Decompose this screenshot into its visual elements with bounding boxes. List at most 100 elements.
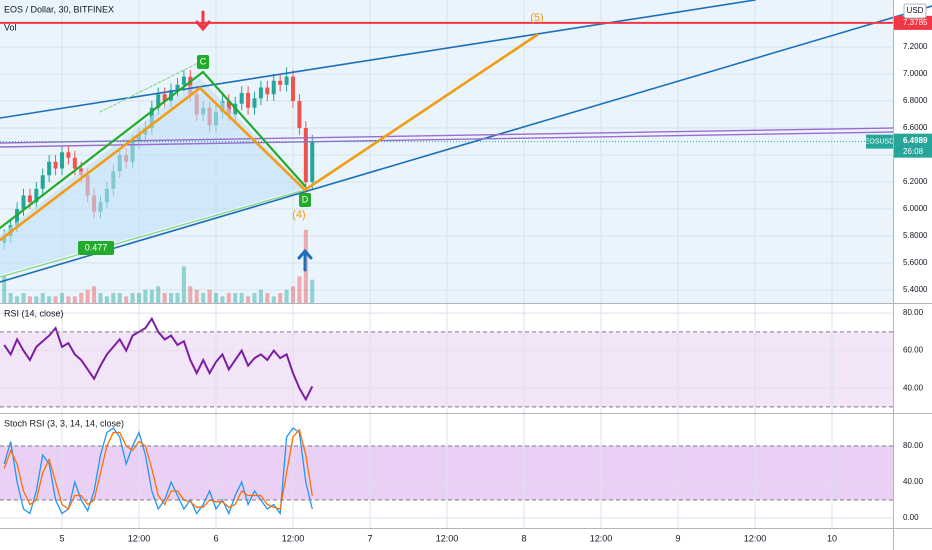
volume-bar xyxy=(188,286,193,303)
pattern-guide xyxy=(99,61,201,113)
y-tick-label: 6.8000 xyxy=(903,96,928,105)
volume-bar xyxy=(104,296,109,303)
y-tick-label: 0.00 xyxy=(903,513,919,522)
volume-bar xyxy=(130,293,135,303)
up-arrow xyxy=(297,248,313,272)
candle-body xyxy=(59,152,64,169)
harmonic-pattern xyxy=(0,70,307,230)
volume-bar xyxy=(201,293,206,303)
volume-bar xyxy=(233,293,238,303)
volume-bar xyxy=(156,286,161,303)
volume-bar xyxy=(72,296,77,303)
candle-body xyxy=(291,76,296,101)
y-tick-label: 6.6000 xyxy=(903,123,928,132)
volume-bar xyxy=(124,296,129,303)
elliott-wave xyxy=(0,33,539,242)
pattern-label-box xyxy=(197,55,209,69)
y-tick-label: 5.8000 xyxy=(903,231,928,240)
pattern-label-box xyxy=(78,241,114,255)
volume-bar xyxy=(226,293,231,303)
candle-body xyxy=(47,161,52,176)
volume-bar xyxy=(278,293,283,303)
volume-bar xyxy=(92,286,97,303)
volume-bar xyxy=(53,296,58,303)
candle-body xyxy=(175,84,180,91)
volume-bar xyxy=(194,289,199,303)
volume-bar xyxy=(85,289,90,303)
candle-body xyxy=(265,87,270,95)
candle-body xyxy=(21,195,26,210)
volume-bar xyxy=(175,293,180,303)
x-tick-label: 12:00 xyxy=(590,533,613,543)
x-tick-label: 5 xyxy=(59,533,64,543)
y-tick-label: 40.00 xyxy=(903,383,924,392)
volume-bar xyxy=(79,293,84,303)
volume-bar xyxy=(15,296,20,303)
currency-box[interactable] xyxy=(903,3,927,19)
trend-line xyxy=(0,5,932,283)
volume-bar xyxy=(66,296,71,303)
price-label-box xyxy=(894,15,932,30)
candle-body xyxy=(310,141,315,183)
volume-label: Vol xyxy=(4,22,17,32)
candle-body xyxy=(40,175,45,189)
trend-line xyxy=(0,0,756,119)
volume-bar xyxy=(143,289,148,303)
pattern-fill xyxy=(0,78,305,275)
volume-bar xyxy=(291,286,296,303)
indicator-band xyxy=(0,331,893,407)
candle-body xyxy=(27,195,32,203)
indicator-line xyxy=(3,428,313,510)
last-price-box xyxy=(894,133,932,158)
indicator-line xyxy=(3,316,314,402)
pattern-label-box xyxy=(299,193,311,207)
indicator-title: Stoch RSI (3, 3, 14, 14, close) xyxy=(4,418,124,428)
candle-body xyxy=(297,101,302,129)
down-arrow xyxy=(195,10,211,32)
y-tick-label: 5.6000 xyxy=(903,258,928,267)
candle-body xyxy=(53,161,58,169)
y-tick-label: 6.0000 xyxy=(903,204,928,213)
volume-bar xyxy=(117,293,122,303)
candle-body xyxy=(271,80,276,95)
volume-bar xyxy=(284,289,289,303)
chart-title: EOS / Dollar, 30, BITFINEX xyxy=(4,4,114,14)
price-label: 7.3785 xyxy=(903,18,928,27)
pattern-label: D xyxy=(302,194,309,204)
candle-body xyxy=(239,92,244,104)
currency[interactable]: USD xyxy=(907,6,924,15)
y-tick-label: 5.4000 xyxy=(903,285,928,294)
volume-bar xyxy=(149,289,154,303)
volume-bar xyxy=(220,296,225,303)
volume-bar xyxy=(47,296,52,303)
candle-body xyxy=(72,157,77,169)
volume-bar xyxy=(252,293,257,303)
x-tick-label: 12:00 xyxy=(436,533,459,543)
volume-bar xyxy=(27,296,32,303)
symbol-label: EOSUSD xyxy=(865,139,895,146)
x-tick-label: 9 xyxy=(676,533,681,543)
x-tick-label: 12:00 xyxy=(744,533,767,543)
volume-bar xyxy=(265,293,270,303)
y-tick-label: 60.00 xyxy=(903,346,924,355)
candle-body xyxy=(188,76,193,95)
y-tick-label: 7.0000 xyxy=(903,69,928,78)
x-tick-label: 7 xyxy=(368,533,373,543)
volume-bar xyxy=(98,293,103,303)
x-tick-label: 12:00 xyxy=(282,533,305,543)
volume-bar xyxy=(297,276,302,303)
candle-body xyxy=(181,76,186,85)
pattern-label: C xyxy=(200,56,207,66)
y-tick-label: 80.00 xyxy=(903,441,924,450)
candle-body xyxy=(156,94,161,108)
candle-body xyxy=(66,152,71,158)
candle-body xyxy=(162,94,167,101)
x-tick-label: 8 xyxy=(522,533,527,543)
volume-bar xyxy=(239,293,244,303)
volume-bar xyxy=(40,293,45,303)
candle-body xyxy=(258,87,263,99)
indicator-title: RSI (14, close) xyxy=(4,308,64,318)
volume-bar xyxy=(21,293,26,303)
pattern-label: (5) xyxy=(530,12,543,24)
